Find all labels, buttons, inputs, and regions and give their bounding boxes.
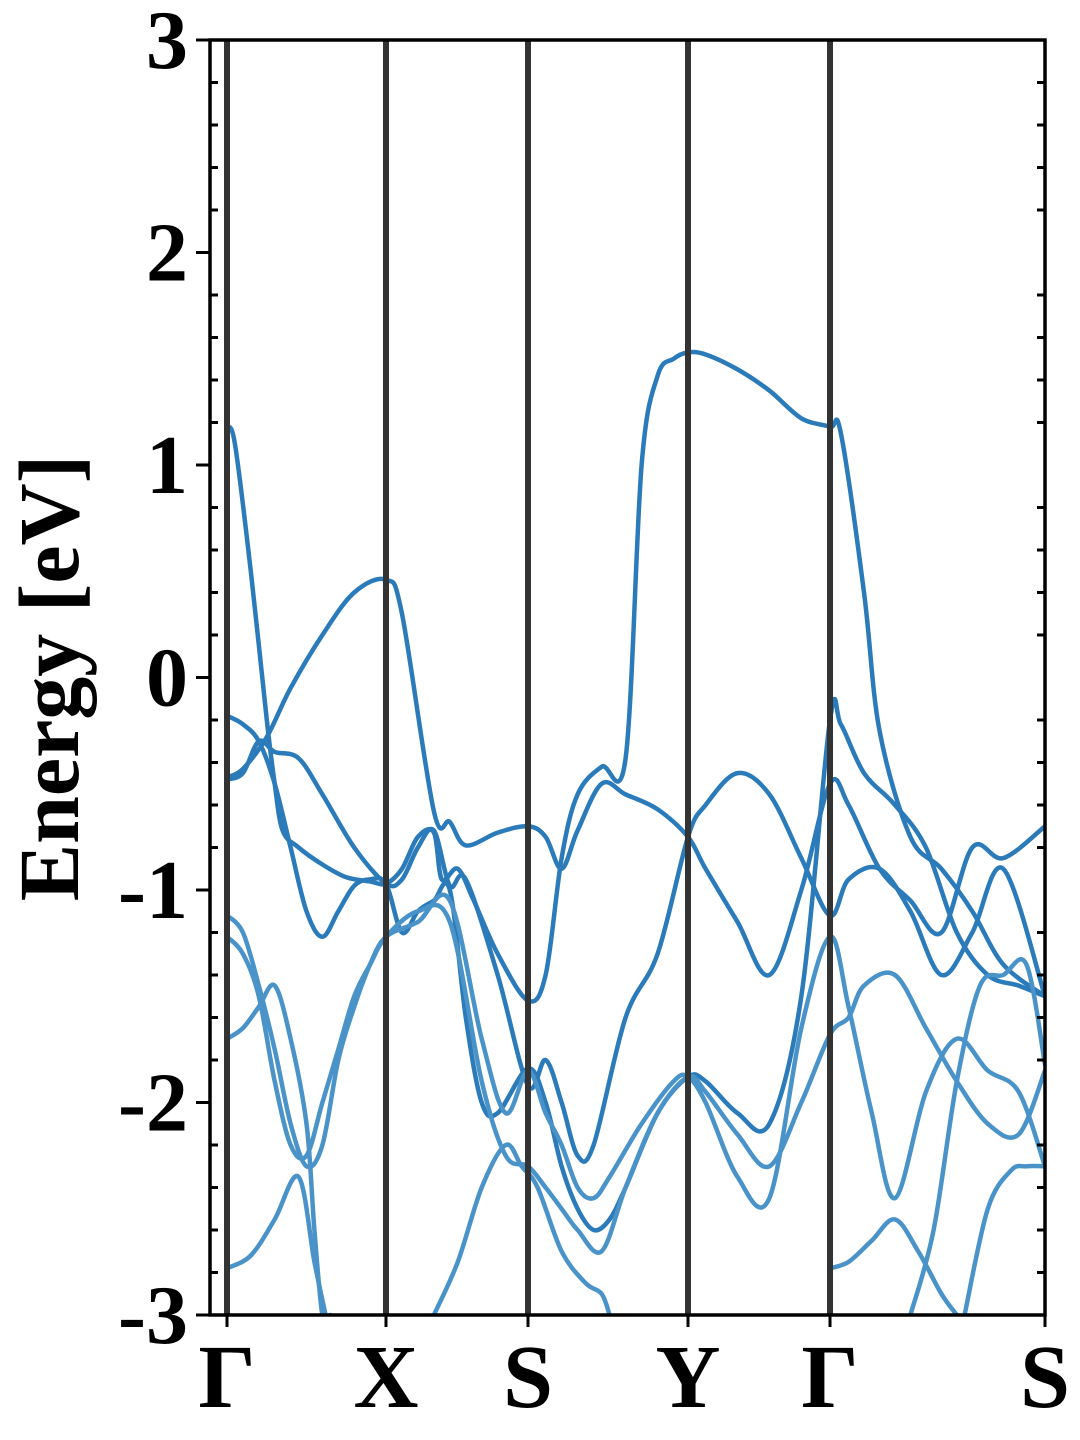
high-symmetry-lines <box>224 40 833 1315</box>
kpoint-label: Γ <box>801 1328 858 1427</box>
y-tick-label: 2 <box>146 207 188 300</box>
band-line-6 <box>224 902 1045 1255</box>
band-line-10 <box>827 1217 960 1315</box>
band-line-4 <box>224 697 1045 1233</box>
kpoint-label: Y <box>656 1328 721 1427</box>
y-axis-title: Energy [eV] <box>1 455 97 902</box>
y-tick-label: -3 <box>118 1269 188 1362</box>
y-tick-label: -1 <box>118 844 188 937</box>
band-line-1 <box>224 349 1045 1004</box>
kpoint-label: Γ <box>198 1328 255 1427</box>
band-line-12 <box>962 1163 1045 1315</box>
y-tick-label: 3 <box>146 0 188 87</box>
band-lines <box>224 349 1045 1315</box>
kpoint-label: S <box>503 1328 553 1427</box>
band-line-3 <box>224 738 1045 1164</box>
kpoint-label: S <box>1020 1328 1070 1427</box>
band-line-11 <box>908 957 1045 1315</box>
band-line-8 <box>224 1173 328 1315</box>
y-tick-label: -2 <box>118 1057 188 1150</box>
band-line-2 <box>224 576 1045 978</box>
plot-frame <box>208 38 1047 1317</box>
y-tick-label: 0 <box>146 632 188 725</box>
y-tick-label: 1 <box>146 419 188 512</box>
band-line-9 <box>431 1142 612 1315</box>
band-line-5 <box>224 892 1045 1210</box>
kpoint-label: X <box>354 1328 419 1427</box>
